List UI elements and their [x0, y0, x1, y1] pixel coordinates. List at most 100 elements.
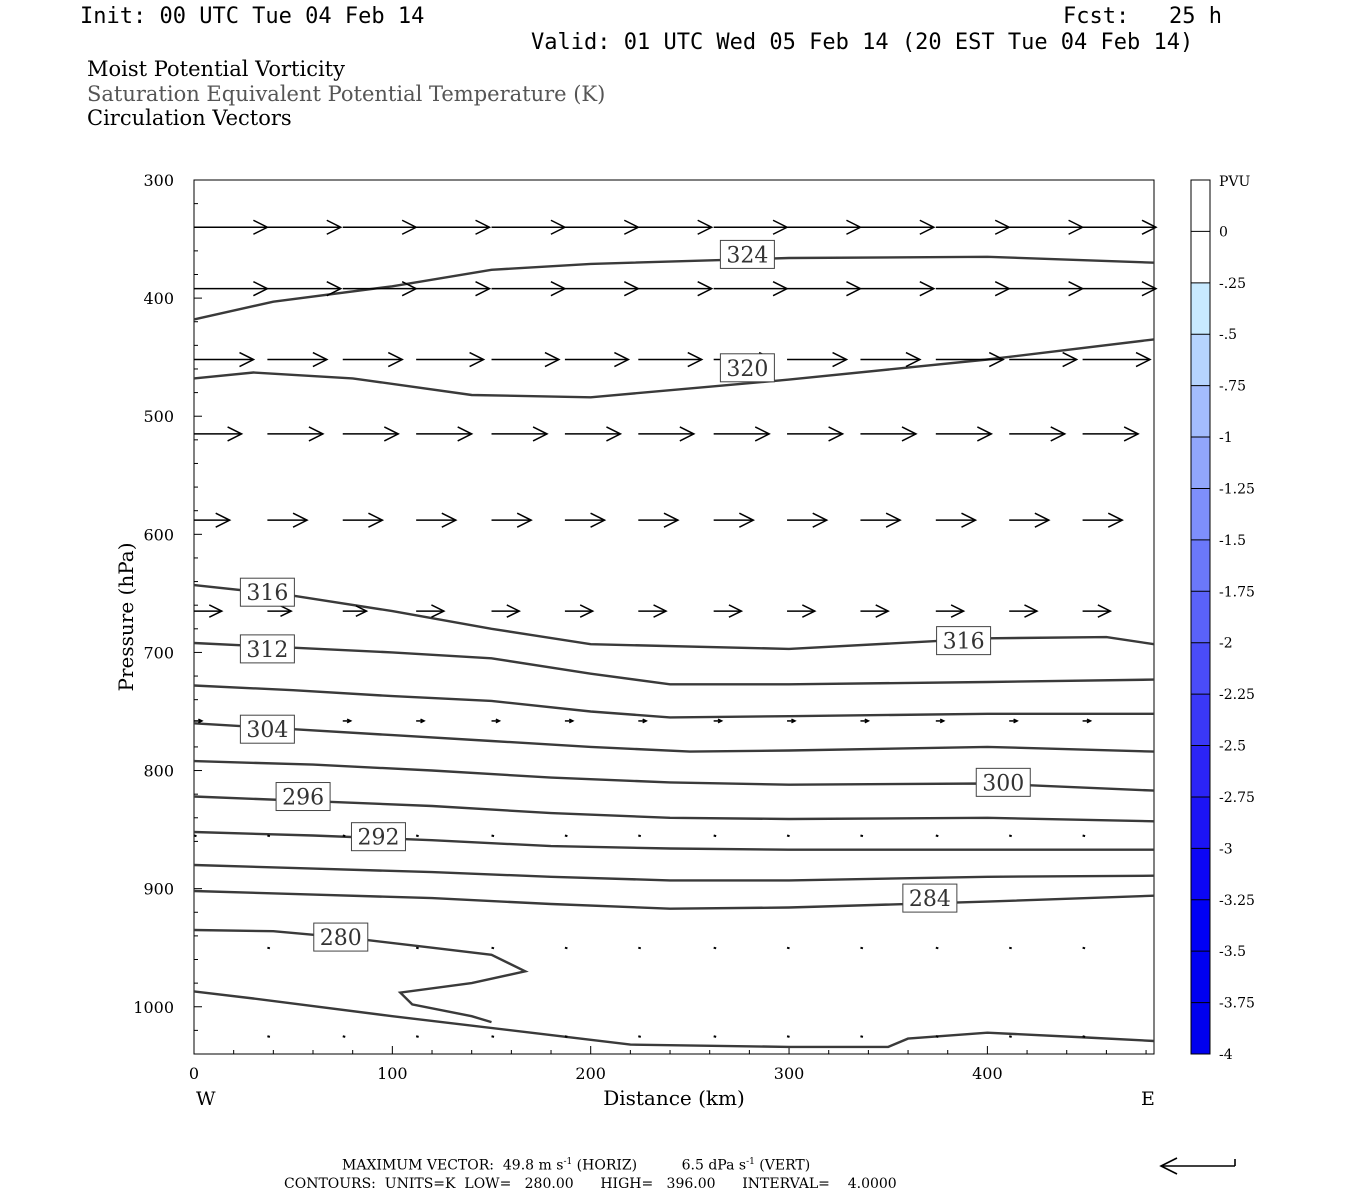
vector-arrow	[416, 718, 426, 724]
vector-arrow	[935, 604, 966, 618]
colorbar-swatch	[1191, 694, 1210, 747]
vector-arrow	[638, 280, 714, 297]
vector-arrow	[416, 512, 458, 528]
vector-arrow	[638, 946, 642, 950]
contour-label: 312	[239, 634, 295, 664]
vector-arrow	[267, 280, 343, 297]
y-tick-label: 600	[143, 525, 174, 544]
vector-arrow	[491, 946, 495, 950]
x-tick-label: 400	[972, 1064, 1003, 1083]
vector-arrow	[564, 1035, 568, 1038]
colorbar-swatch	[1191, 539, 1210, 592]
colorbar-label: -3	[1219, 841, 1233, 857]
vector-arrow	[194, 718, 204, 724]
colorbar-swatch	[1191, 796, 1210, 849]
colorbar-label: -2	[1219, 636, 1233, 652]
colorbar-label: -.25	[1219, 276, 1246, 292]
max-vector-line: MAXIMUM VECTOR: 49.8 m s-1 (HORIZ) 6.5 d…	[342, 1157, 810, 1174]
colorbar-frame	[1190, 179, 1211, 1055]
vector-arrow	[713, 1035, 717, 1038]
vector-arrow	[267, 605, 293, 618]
vector-arrow	[491, 280, 567, 297]
vector-arrow	[786, 1035, 790, 1038]
vector-arrow	[860, 351, 922, 368]
vector-arrow	[713, 219, 789, 235]
vector-arrow	[713, 512, 756, 528]
vector-arrow	[415, 834, 419, 838]
vector-arrow	[860, 604, 890, 618]
vector-arrow	[860, 512, 902, 528]
vector-arrow	[1082, 946, 1086, 950]
vector-arrow	[638, 426, 696, 442]
vert-tag: (VERT)	[759, 1157, 811, 1174]
svg-text:320: 320	[726, 357, 768, 382]
vector-arrow	[416, 219, 492, 235]
colorbar-swatch	[1191, 642, 1210, 695]
colorbar-label: -2.25	[1219, 687, 1255, 703]
vector-arrow	[1082, 512, 1124, 528]
colorbar-label: -.5	[1219, 327, 1237, 343]
contour-304	[193, 722, 1155, 753]
vector-arrow	[786, 834, 790, 838]
vector-arrow	[1009, 219, 1085, 235]
svg-text:324: 324	[726, 243, 768, 268]
vector-arrow	[267, 426, 325, 442]
vector-arrow	[713, 604, 744, 618]
vector-arrow	[935, 351, 1005, 368]
vector-arrow	[342, 219, 418, 235]
vector-arrow	[564, 280, 640, 297]
vector-arrow	[860, 718, 871, 724]
vector-arrow	[491, 1035, 495, 1038]
colorbar-swatch	[1191, 385, 1210, 438]
x-tick-label: 100	[377, 1064, 408, 1083]
west-label: W	[196, 1088, 216, 1110]
vector-arrow	[935, 426, 994, 442]
svg-text:316: 316	[943, 630, 985, 655]
axis-ticks: 0 100 200 300 400 300 400 500 600 700 800 900 1000	[133, 171, 1147, 1083]
vector-arrow	[342, 426, 400, 442]
vector-arrow	[267, 1035, 271, 1038]
vector-arrow	[193, 834, 197, 838]
svg-text:304: 304	[246, 718, 288, 743]
vector-arrow	[713, 718, 724, 724]
vector-arrow	[1009, 604, 1039, 618]
vector-arrow	[935, 219, 1011, 235]
title-mpv: Moist Potential Vorticity	[87, 57, 345, 81]
colorbar-label: -3.75	[1219, 996, 1255, 1012]
contour-308	[193, 684, 1154, 719]
contour-320	[193, 338, 1155, 399]
circulation-vectors	[193, 219, 1158, 1038]
colorbar-label: 0	[1219, 224, 1228, 240]
vector-arrow	[860, 219, 936, 235]
vector-arrow	[564, 718, 575, 724]
max-vector-horiz: 49.8 m s	[502, 1157, 564, 1174]
pvu-colorbar: PVU 0 -.25 -.5 -.75 -1 -1.25 -1.5 -1.75 -2 -2.25 -2…	[1190, 174, 1255, 1063]
contour-label: 316	[936, 626, 992, 656]
vector-arrow	[564, 604, 595, 618]
vector-arrow	[713, 946, 717, 950]
vector-arrow	[787, 351, 849, 368]
vector-arrow	[1009, 426, 1067, 442]
east-label: E	[1141, 1088, 1155, 1110]
vector-arrow	[416, 426, 474, 442]
contour-label: 316	[239, 577, 295, 607]
vector-arrow	[860, 280, 936, 297]
vector-arrow	[194, 219, 270, 235]
vector-arrow	[638, 351, 704, 368]
colorbar-swatch	[1191, 437, 1210, 489]
svg-text:296: 296	[282, 786, 324, 811]
colorbar-label: -2.75	[1219, 790, 1255, 806]
vector-arrow	[860, 1035, 864, 1038]
colorbar-swatch	[1191, 951, 1210, 1004]
contour-312	[193, 641, 1155, 686]
vector-arrow	[860, 946, 864, 950]
contour-label: 304	[239, 714, 295, 744]
vector-arrow	[787, 512, 829, 528]
vector-arrow	[415, 1035, 419, 1038]
colorbar-label: -1.5	[1219, 533, 1246, 549]
vector-arrow	[194, 604, 224, 618]
colorbar-swatch	[1191, 231, 1210, 284]
vector-arrow	[267, 946, 271, 950]
y-tick-label: 300	[143, 171, 174, 190]
colorbar-label: -3.25	[1219, 893, 1255, 909]
